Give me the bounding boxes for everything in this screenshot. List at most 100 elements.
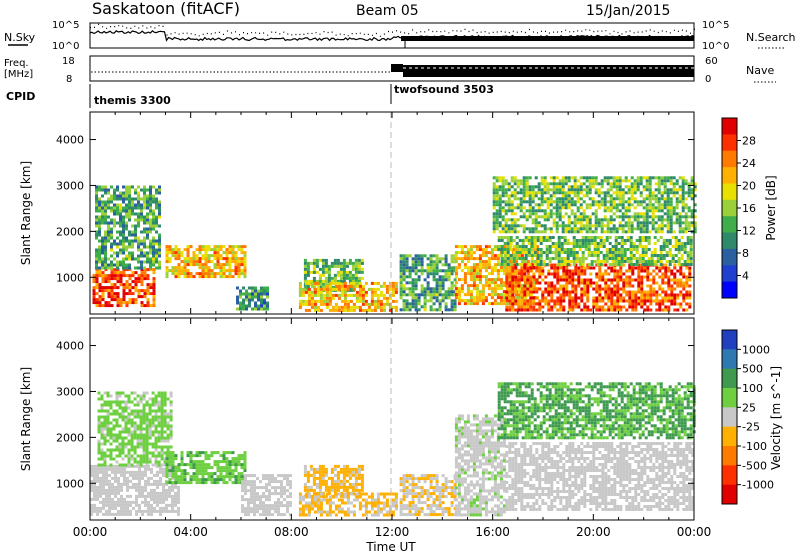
velocity-panel: 4000 3000 2000 1000 Slant Range [km] xyxy=(19,317,696,521)
cpid-segment-1: themis 3300 xyxy=(94,94,171,107)
colorbar-segment xyxy=(722,484,737,505)
cpid-segment-2: twofsound 3503 xyxy=(394,83,494,96)
freq-strip-data xyxy=(91,64,694,77)
velocity-region-9 xyxy=(497,382,696,440)
power-colorbar: 28 24 20 16 12 8 4 Power [dB] xyxy=(721,117,778,299)
power-ylabel: Slant Range [km] xyxy=(19,161,33,265)
colorbar-tick-label: 12 xyxy=(742,225,756,238)
power-region-3 xyxy=(236,286,269,311)
velocity-region-5 xyxy=(298,492,398,517)
ytick-label: 2000 xyxy=(56,431,84,444)
power-region-5 xyxy=(298,281,398,312)
xtick-label: 12:00 xyxy=(375,525,410,539)
freq-label-line2: [MHz] xyxy=(4,69,33,80)
colorbar-tick-label: 25 xyxy=(742,401,756,414)
date-title: 15/Jan/2015 xyxy=(586,3,670,19)
colorbar-tick-label: -500 xyxy=(742,459,767,472)
colorbar-segment xyxy=(722,232,737,250)
colorbar-tick-label: 28 xyxy=(742,135,756,148)
colorbar-segment xyxy=(722,265,737,283)
nsearch-series xyxy=(90,23,695,37)
xtick-label: 04:00 xyxy=(173,525,208,539)
station-title: Saskatoon (fitACF) xyxy=(92,0,240,18)
velocity-region-6 xyxy=(399,474,457,517)
ytick-label: 4000 xyxy=(56,340,84,353)
xtick-label: 08:00 xyxy=(274,525,309,539)
velocity-colorbar-ticks: 1000 500 100 25 -25 -100 -500 -1000 xyxy=(737,343,774,492)
colorbar-tick-label: -1000 xyxy=(742,479,774,492)
power-colorbar-label: Power [dB] xyxy=(764,175,778,240)
power-yticks: 4000 3000 2000 1000 xyxy=(56,134,694,284)
nsky-tick-bottom: 10^0 xyxy=(52,41,79,52)
velocity-xticks xyxy=(89,318,695,520)
colorbar-tick-label: 4 xyxy=(742,270,749,283)
colorbar-segment xyxy=(722,465,737,486)
ytick-label: 2000 xyxy=(56,225,84,238)
colorbar-tick-label: 500 xyxy=(742,363,763,376)
colorbar-segment xyxy=(722,426,737,447)
nsky-strip-frame xyxy=(89,22,695,49)
nave-tick-bottom: 0 xyxy=(705,74,711,85)
colorbar-tick-label: 8 xyxy=(742,247,749,260)
colorbar-tick-label: 24 xyxy=(742,157,756,170)
velocity-colorbar: 1000 500 100 25 -25 -100 -500 -1000 Velocity [m… xyxy=(721,329,783,505)
x-tick-labels: 00:00 04:00 08:00 12:00 16:00 20:00 00:00 xyxy=(73,525,712,539)
ytick-label: 1000 xyxy=(56,271,84,284)
power-region-1 xyxy=(95,185,161,270)
nsky-label: N.Sky xyxy=(4,31,36,44)
colorbar-segment xyxy=(722,183,737,201)
nsearch-tick-bottom: 10^0 xyxy=(702,41,729,52)
colorbar-segment xyxy=(722,388,737,408)
ytick-label: 3000 xyxy=(56,179,84,192)
colorbar-tick-label: 1000 xyxy=(742,343,770,356)
nsky-dense-block xyxy=(401,36,694,41)
ytick-label: 1000 xyxy=(56,477,84,490)
x-axis-label: Time UT xyxy=(365,540,416,554)
freq-label-line1: Freq. xyxy=(4,58,29,69)
colorbar-segment xyxy=(722,407,737,428)
nsearch-tick-top: 10^5 xyxy=(702,20,729,31)
velocity-region-2 xyxy=(165,451,247,485)
velocity-region-3 xyxy=(241,474,292,517)
colorbar-segment xyxy=(722,199,737,217)
xtick-label: 20:00 xyxy=(576,525,611,539)
xtick-label: 16:00 xyxy=(475,525,510,539)
colorbar-tick-label: 20 xyxy=(742,180,756,193)
nsky-tick-top: 10^5 xyxy=(52,20,79,31)
power-region-8 xyxy=(505,263,692,312)
nave-label: Nave xyxy=(746,64,774,77)
colorbar-tick-label: 100 xyxy=(742,382,763,395)
cpid-label: CPID xyxy=(6,90,35,103)
colorbar-segment xyxy=(722,368,737,389)
velocity-colorbar-frame xyxy=(721,329,738,505)
power-region-2 xyxy=(165,245,247,279)
colorbar-segment xyxy=(722,248,737,266)
colorbar-tick-label: -100 xyxy=(742,440,767,453)
velocity-region-8 xyxy=(505,442,695,511)
power-region-10 xyxy=(492,176,697,234)
power-colorbar-ticks: 28 24 20 16 12 8 4 xyxy=(737,135,756,283)
freq-series-segment-2 xyxy=(403,65,694,77)
colorbar-segment xyxy=(722,118,737,135)
nsearch-label: N.Search xyxy=(746,31,796,44)
colorbar-segment xyxy=(722,349,737,370)
power-panel: 4000 3000 2000 1000 Slant Range [km] xyxy=(19,111,697,315)
nave-tick-top: 60 xyxy=(705,56,718,67)
velocity-region-7 xyxy=(454,414,506,517)
ytick-label: 3000 xyxy=(56,385,84,398)
velocity-ylabel: Slant Range [km] xyxy=(19,367,33,471)
freq-tick-top: 18 xyxy=(62,56,75,67)
freq-transition-block xyxy=(391,64,403,72)
colorbar-segment xyxy=(722,167,737,184)
nsky-strip-data xyxy=(89,23,695,48)
colorbar-segment xyxy=(722,216,737,234)
velocity-yticks: 4000 3000 2000 1000 xyxy=(56,340,694,490)
colorbar-segment xyxy=(722,446,737,466)
power-region-6 xyxy=(399,254,457,312)
beam-title: Beam 05 xyxy=(356,3,419,19)
colorbar-tick-label: -25 xyxy=(742,421,760,434)
xtick-label: 00:00 xyxy=(73,525,108,539)
colorbar-segment xyxy=(722,150,737,168)
power-xticks xyxy=(89,112,695,314)
velocity-region-1 xyxy=(97,391,173,467)
